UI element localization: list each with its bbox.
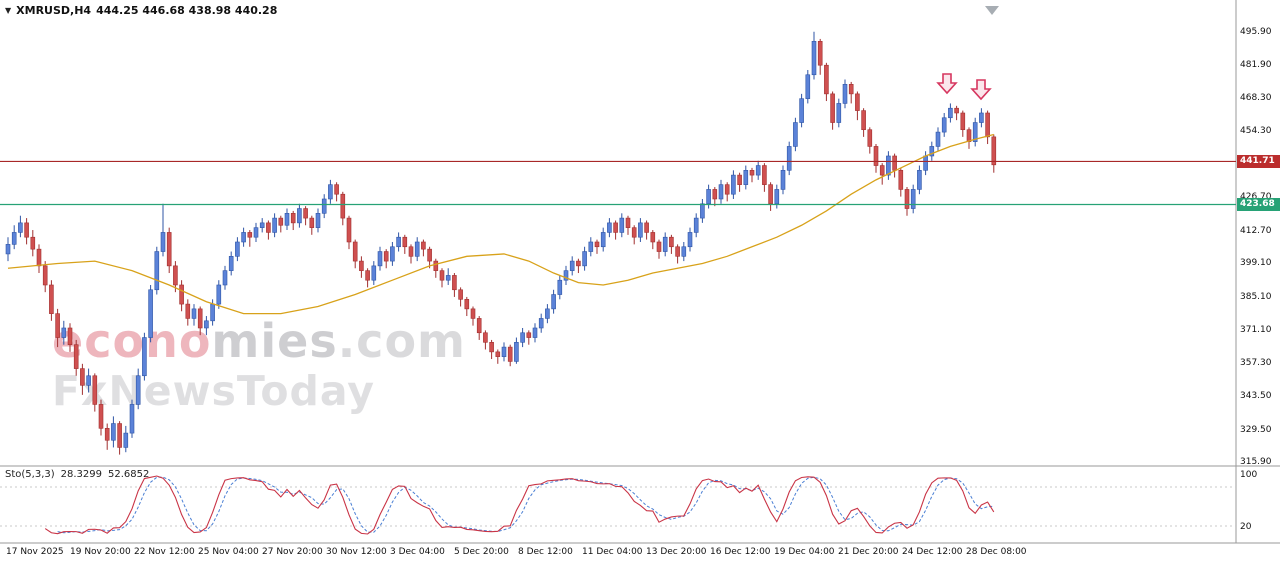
- time-axis-label: 30 Nov 12:00: [326, 547, 387, 557]
- watermark: economies.com FxNewsToday: [52, 318, 466, 412]
- time-axis-label: 19 Dec 04:00: [774, 547, 835, 557]
- down-arrow-annotation[interactable]: [936, 73, 958, 95]
- watermark-subtitle: FxNewsToday: [52, 367, 376, 415]
- time-axis-label: 5 Dec 20:00: [454, 547, 509, 557]
- moving-average-line[interactable]: [7, 133, 994, 315]
- resistance-price-badge: 441.71: [1237, 154, 1280, 168]
- watermark-brand-gray: mies: [211, 314, 338, 368]
- time-axis-label: 25 Nov 04:00: [198, 547, 259, 557]
- chart-title: ▼ XMRUSD,H4 444.25 446.68 438.98 440.28: [5, 4, 277, 17]
- chart-shift-icon[interactable]: [985, 6, 999, 15]
- time-axis-label: 22 Nov 12:00: [134, 547, 195, 557]
- time-axis-label: 27 Nov 20:00: [262, 547, 323, 557]
- down-arrow-annotation[interactable]: [970, 79, 992, 101]
- indicator-axis-label: 20: [1240, 522, 1252, 532]
- watermark-brand: economies.com: [52, 318, 466, 364]
- indicator-value-signal: 52.6852: [108, 469, 150, 480]
- time-axis-label: 3 Dec 04:00: [390, 547, 445, 557]
- price-axis-label: 468.30: [1240, 92, 1272, 103]
- price-axis-label: 329.50: [1240, 424, 1272, 435]
- indicator-name: Sto(5,3,3): [5, 469, 55, 480]
- time-axis-label: 16 Dec 12:00: [710, 547, 771, 557]
- price-axis-label: 385.10: [1240, 291, 1272, 302]
- price-axis-label: 412.70: [1240, 225, 1272, 236]
- price-axis-label: 426.70: [1240, 192, 1272, 202]
- indicator-axis-label: 100: [1240, 470, 1258, 480]
- time-axis-label: 24 Dec 12:00: [902, 547, 963, 557]
- watermark-brand-domain: .com: [337, 314, 466, 368]
- time-axis-label: 19 Nov 20:00: [70, 547, 131, 557]
- price-axis-label: 481.90: [1240, 60, 1272, 71]
- price-axis-label: 495.90: [1240, 27, 1272, 37]
- indicator-label: Sto(5,3,3) 28.3299 52.6852: [5, 469, 155, 480]
- price-axis-label: 357.30: [1240, 358, 1272, 369]
- symbol-dropdown-icon[interactable]: ▼: [5, 5, 12, 15]
- price-axis-label: 371.10: [1240, 325, 1272, 336]
- price-axis-label: 399.10: [1240, 258, 1272, 269]
- stochastic-signal-line: [57, 476, 994, 534]
- time-axis-label: 8 Dec 12:00: [518, 547, 573, 557]
- candles-series: [5, 31, 997, 455]
- time-axis-label: 11 Dec 04:00: [582, 547, 643, 557]
- support-price-badge: 423.68: [1237, 198, 1280, 212]
- indicator-value-main: 28.3299: [60, 469, 102, 480]
- ohlc-values: 444.25 446.68 438.98 440.28: [96, 4, 278, 17]
- time-axis-label: 28 Dec 08:00: [966, 547, 1027, 557]
- time-axis-label: 21 Dec 20:00: [838, 547, 899, 557]
- time-axis-label: 17 Nov 2025: [6, 547, 64, 557]
- price-axis-label: 343.50: [1240, 391, 1272, 402]
- stochastic-main-line: [44, 475, 995, 535]
- price-axis-label: 315.90: [1240, 457, 1272, 467]
- price-axis-label: 454.30: [1240, 126, 1272, 137]
- symbol-timeframe-label: XMRUSD,H4: [16, 4, 92, 17]
- time-axis-label: 13 Dec 20:00: [646, 547, 707, 557]
